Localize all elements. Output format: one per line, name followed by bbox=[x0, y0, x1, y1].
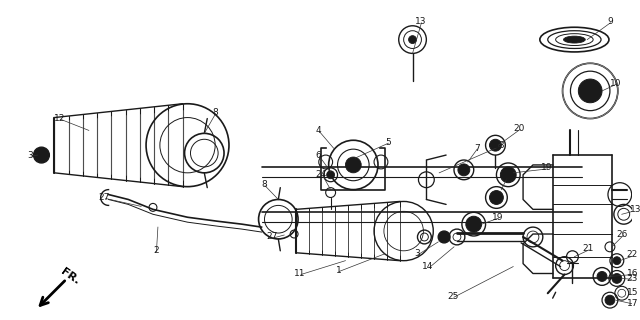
Text: 10: 10 bbox=[610, 78, 621, 87]
Text: 1: 1 bbox=[335, 266, 341, 275]
Text: 25: 25 bbox=[447, 292, 458, 301]
Circle shape bbox=[408, 36, 417, 44]
Text: 4: 4 bbox=[316, 126, 321, 135]
Text: 11: 11 bbox=[294, 269, 306, 278]
Text: 13: 13 bbox=[630, 205, 640, 214]
Text: 27: 27 bbox=[99, 193, 110, 202]
Text: 27: 27 bbox=[266, 233, 278, 242]
Text: 18: 18 bbox=[493, 141, 505, 150]
Text: 14: 14 bbox=[422, 262, 434, 271]
Text: 15: 15 bbox=[627, 288, 638, 297]
Text: 13: 13 bbox=[415, 17, 426, 26]
Circle shape bbox=[597, 272, 607, 281]
Circle shape bbox=[326, 171, 335, 179]
Text: 21: 21 bbox=[582, 244, 594, 253]
Text: 5: 5 bbox=[385, 138, 390, 147]
Text: 12: 12 bbox=[54, 114, 66, 123]
Text: 7: 7 bbox=[474, 144, 479, 153]
Circle shape bbox=[579, 79, 602, 103]
Circle shape bbox=[490, 139, 501, 151]
Text: 23: 23 bbox=[627, 274, 638, 283]
Text: FR.: FR. bbox=[60, 266, 82, 286]
Circle shape bbox=[438, 231, 450, 243]
Circle shape bbox=[458, 164, 470, 176]
Circle shape bbox=[605, 295, 615, 305]
Text: 19: 19 bbox=[492, 213, 503, 222]
Text: 24: 24 bbox=[316, 170, 327, 179]
Text: 26: 26 bbox=[617, 229, 628, 238]
Ellipse shape bbox=[564, 36, 585, 43]
Circle shape bbox=[490, 191, 503, 204]
Text: 20: 20 bbox=[513, 124, 525, 133]
Circle shape bbox=[612, 274, 622, 284]
Text: 16: 16 bbox=[627, 269, 638, 278]
Text: 7: 7 bbox=[503, 173, 509, 182]
Circle shape bbox=[500, 167, 516, 183]
Text: 6: 6 bbox=[316, 151, 321, 160]
Text: 9: 9 bbox=[607, 17, 612, 26]
Circle shape bbox=[466, 216, 482, 232]
Text: 19: 19 bbox=[541, 164, 552, 172]
Text: 3: 3 bbox=[28, 151, 33, 160]
Text: 8: 8 bbox=[212, 108, 218, 117]
Text: 2: 2 bbox=[153, 246, 159, 255]
Text: 3: 3 bbox=[415, 249, 420, 258]
Text: 8: 8 bbox=[262, 180, 268, 189]
Circle shape bbox=[346, 157, 361, 173]
Text: 22: 22 bbox=[627, 250, 638, 259]
Circle shape bbox=[613, 257, 621, 265]
Text: 17: 17 bbox=[627, 299, 638, 308]
Circle shape bbox=[33, 147, 49, 163]
